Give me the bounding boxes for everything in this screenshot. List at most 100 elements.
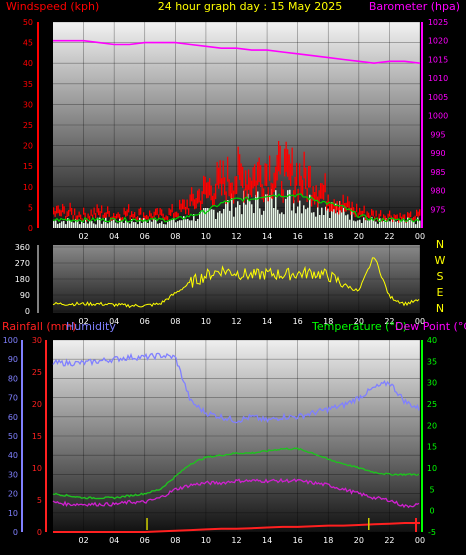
windspeed-bar — [71, 207, 73, 215]
windspeed-bar — [59, 209, 61, 216]
gust-bar — [329, 218, 331, 228]
grid-lines — [53, 21, 421, 533]
temperature-tick-label: 35 — [427, 357, 437, 366]
gust-bar — [389, 221, 391, 228]
windspeed-bar — [290, 163, 292, 186]
gust-bar — [407, 217, 409, 228]
gust-bar — [235, 207, 237, 228]
gust-bar — [213, 209, 215, 228]
gust-bar — [89, 220, 91, 228]
gust-bar — [383, 221, 385, 228]
windspeed-bar — [266, 163, 268, 187]
temperature-tick-label: 10 — [427, 464, 437, 473]
windspeed-bar — [399, 212, 401, 219]
windspeed-tick-label: 45 — [23, 39, 33, 48]
temperature-tick-label: -5 — [428, 528, 436, 537]
windspeed-bar — [200, 200, 202, 211]
windspeed-bar — [156, 208, 158, 215]
gust-bar — [205, 207, 207, 228]
gust-bar — [243, 190, 245, 228]
windspeed-bar — [87, 213, 89, 219]
windspeed-bar — [93, 207, 95, 215]
gust-bar — [369, 219, 371, 228]
gust-bar — [53, 221, 55, 228]
windspeed-bar — [78, 211, 80, 218]
gust-bar — [105, 217, 107, 228]
gust-bar — [203, 208, 205, 228]
gust-bar — [349, 219, 351, 228]
windspeed-bar — [353, 207, 355, 215]
gust-bar — [379, 218, 381, 228]
gust-bar — [241, 214, 243, 228]
x-tick-label: 20 — [354, 317, 364, 326]
windspeed-bar — [249, 177, 251, 196]
humidity-line — [52, 352, 420, 424]
x-tick-label: 10 — [201, 536, 211, 545]
rainfall-axis-title: Rainfall (mm) — [2, 320, 76, 333]
gust-bar — [189, 220, 191, 228]
windspeed-bar — [116, 213, 118, 219]
gust-bar — [209, 208, 211, 228]
windspeed-bar — [210, 185, 212, 201]
windspeed-bar — [62, 203, 64, 213]
gust-bar — [169, 219, 171, 228]
barometer-axis-title: Barometer (hpa) — [369, 0, 460, 13]
gust-bar — [397, 221, 399, 228]
gust-bar — [291, 210, 293, 228]
temperature-tick-label: 30 — [427, 379, 437, 388]
windspeed-tick-label: 20 — [23, 142, 33, 151]
windspeed-bar — [104, 212, 106, 219]
gust-bar — [187, 218, 189, 228]
gust-bar — [249, 201, 251, 228]
gust-bar — [411, 218, 413, 228]
gust-bar — [127, 222, 129, 228]
windspeed-bar — [303, 151, 305, 179]
windspeed-tick-label: 25 — [23, 121, 33, 130]
windspeed-bar — [248, 169, 250, 190]
gust-bar — [339, 200, 341, 228]
gust-bar — [75, 218, 77, 228]
windspeed-bar — [267, 187, 269, 202]
windspeed-bar — [291, 147, 293, 176]
gust-bar — [239, 205, 241, 228]
windspeed-bar — [347, 196, 349, 208]
windspeed-bar — [77, 215, 79, 220]
gust-bar — [191, 220, 193, 228]
x-tick-label: 00 — [415, 232, 425, 241]
windspeed-bar — [92, 214, 94, 220]
direction-tick-label: 0 — [25, 307, 30, 316]
windspeed-bar — [102, 214, 104, 220]
windspeed-bar — [414, 215, 416, 220]
windspeed-bar — [125, 211, 127, 217]
gust-bar — [381, 219, 383, 228]
gust-bar — [199, 212, 201, 228]
windspeed-bar — [336, 201, 338, 211]
windspeed-bar — [287, 149, 289, 177]
rainfall-tick-label: 15 — [32, 432, 42, 441]
windspeed-bar — [182, 199, 184, 210]
gust-bar — [237, 201, 239, 228]
gust-bar — [387, 219, 389, 228]
windspeed-bar — [197, 190, 199, 204]
windspeed-bar — [396, 214, 398, 220]
gust-bar — [101, 223, 103, 228]
gust-bar — [111, 220, 113, 228]
x-tick-label: 04 — [109, 232, 119, 241]
gust-bar — [315, 216, 317, 228]
windspeed-bar — [393, 214, 395, 219]
windspeed-bar — [354, 211, 356, 218]
windspeed-bar — [357, 212, 359, 218]
gust-bar — [253, 213, 255, 228]
x-tick-label: 00 — [415, 536, 425, 545]
gust-bar — [93, 223, 95, 228]
windspeed-bar — [402, 214, 404, 220]
gust-bar — [207, 207, 209, 228]
gust-bar — [97, 217, 99, 228]
gust-bar — [175, 222, 177, 228]
windspeed-bar — [252, 167, 254, 189]
x-tick-label: 08 — [170, 536, 180, 545]
gust-bar — [367, 220, 369, 228]
gust-bar — [161, 221, 163, 228]
gust-bar — [373, 220, 375, 228]
gust-bar — [343, 207, 345, 228]
